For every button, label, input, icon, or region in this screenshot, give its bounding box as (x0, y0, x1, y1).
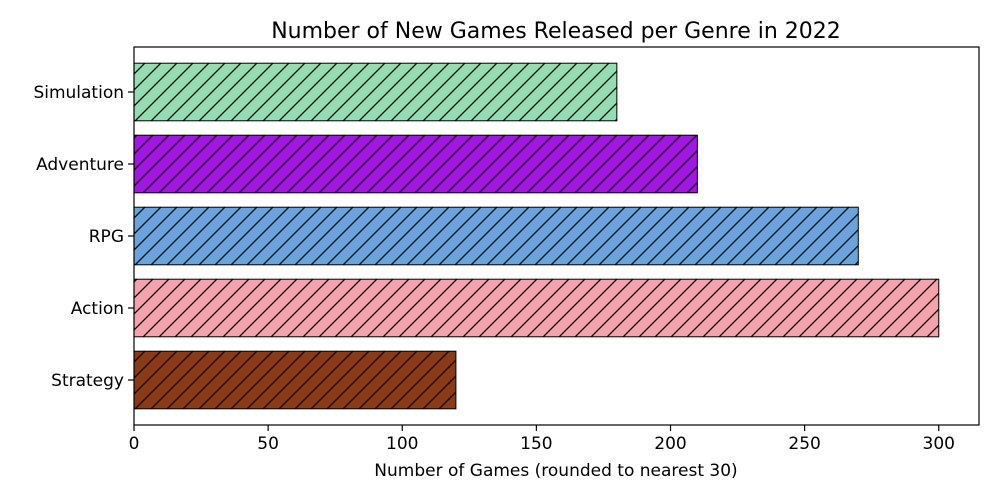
x-tick-label-0: 0 (129, 434, 140, 454)
x-tick-label-250: 250 (788, 434, 820, 454)
bar-hatch-rpg (134, 207, 859, 265)
bar-hatch-strategy (134, 351, 456, 409)
x-tick-label-200: 200 (654, 434, 686, 454)
y-tick-label-simulation: Simulation (33, 83, 124, 103)
y-tick-label-action: Action (71, 299, 124, 319)
x-tick-label-150: 150 (520, 434, 552, 454)
bar-hatch-action (134, 279, 939, 337)
y-tick-label-rpg: RPG (89, 227, 124, 247)
y-tick-label-adventure: Adventure (36, 155, 124, 175)
x-tick-label-100: 100 (386, 434, 418, 454)
chart-title: Number of New Games Released per Genre i… (271, 19, 841, 44)
bar-hatch-adventure (134, 135, 698, 193)
x-tick-label-50: 50 (257, 434, 279, 454)
x-axis-label: Number of Games (rounded to nearest 30) (374, 461, 737, 481)
y-tick-label-strategy: Strategy (51, 371, 124, 391)
x-tick-label-300: 300 (923, 434, 955, 454)
bar-hatch-simulation (134, 63, 617, 121)
